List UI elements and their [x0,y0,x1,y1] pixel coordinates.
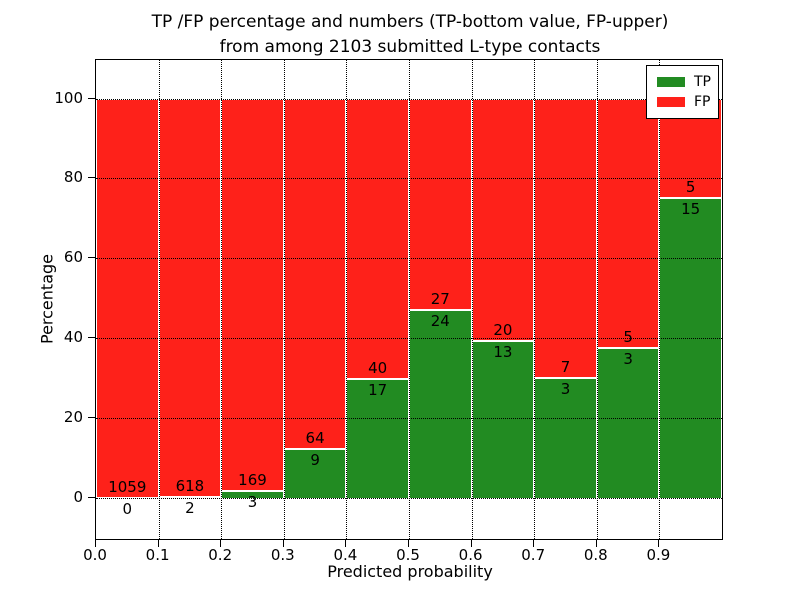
tp-bar [346,378,409,498]
tp-count-label: 15 [681,200,701,219]
x-tick-mark [95,540,96,547]
x-tick-label: 0.2 [208,546,233,564]
fp-count-label: 169 [238,471,267,490]
tp-bar [409,310,472,498]
tp-count-label: 2 [185,498,195,517]
horizontal-gridline [96,498,722,499]
y-tick-label: 100 [54,88,83,107]
horizontal-gridline [96,178,722,180]
fp-count-label: 5 [685,178,696,197]
tp-count-label: 3 [560,380,571,399]
y-tick-label: 40 [63,328,83,347]
vertical-gridline [659,60,661,539]
x-tick-label: 0.3 [270,546,295,564]
y-tick-label: 80 [63,168,83,187]
tp-swatch [657,77,685,87]
fp-bar [596,98,660,349]
fp-count-label: 1059 [108,478,147,496]
fp-count-label: 20 [493,320,513,339]
y-tick-label: 0 [73,488,83,506]
vertical-gridline [534,60,536,539]
x-axis-label: Predicted probability [327,562,493,581]
horizontal-gridline [96,338,722,340]
fp-bar [409,98,472,311]
x-tick-label: 0.5 [396,546,420,564]
horizontal-gridline [96,98,722,100]
vertical-gridline [158,60,160,539]
fp-count-label: 7 [560,358,571,377]
vertical-gridline [283,60,285,539]
horizontal-gridline [96,258,722,260]
tp-bar [283,448,347,498]
fp-swatch [657,97,685,107]
y-tick-mark [88,177,95,179]
fp-bar [471,98,535,341]
x-tick-mark [282,540,284,547]
fp-bar [221,98,284,492]
x-tick-label: 0.4 [333,546,358,564]
fp-bar [158,98,222,497]
fp-count-label: 64 [305,428,325,447]
plot-area: 1059 0 618 2 169 3 64 9 40 17 27 24 20 13 7 3 5 3 5 15 [95,59,723,540]
vertical-gridline [596,60,598,539]
tp-bar [659,198,722,498]
vertical-gridline [346,60,348,539]
legend-label: TP [694,73,711,90]
y-tick-label: 20 [63,408,83,427]
x-tick-label: 0.9 [646,546,671,564]
fp-bar [283,98,347,449]
tp-count-label: 3 [247,493,258,512]
tp-count-label: 3 [623,350,633,369]
tp-bar [596,348,660,498]
legend-item: TP [647,73,718,90]
y-tick-mark [88,497,95,498]
vertical-gridline [221,60,223,539]
x-tick-mark [533,540,535,547]
x-tick-label: 0.8 [583,546,608,564]
tp-count-label: 0 [122,500,133,518]
x-tick-label: 0.0 [83,546,107,564]
tp-bar [471,340,535,498]
y-tick-label: 60 [63,248,83,267]
tp-count-label: 24 [430,312,450,331]
x-tick-label: 0.6 [458,546,483,564]
tp-count-label: 13 [493,342,513,361]
fp-bar [346,98,409,379]
y-tick-mark [88,257,95,259]
fp-count-label: 5 [623,328,633,347]
chart-title-line2: from among 2103 submitted L-type contact… [219,37,601,57]
x-tick-mark [220,540,222,547]
x-tick-mark [157,540,159,547]
fp-count-label: 618 [175,476,205,495]
x-tick-mark [470,540,472,547]
tp-count-label: 9 [310,450,320,469]
x-tick-mark [408,540,409,547]
fp-count-label: 27 [430,290,450,309]
legend: TP FP [646,65,719,119]
chart-title-line1: TP /FP percentage and numbers (TP-bottom… [151,12,669,32]
x-tick-mark [595,540,597,547]
fp-count-label: 40 [368,358,388,377]
vertical-gridline [409,60,410,539]
y-tick-mark [88,337,95,339]
x-tick-mark [658,540,660,547]
fp-bar [96,98,159,498]
tp-count-label: 17 [368,380,388,399]
legend-label: FP [694,93,711,110]
x-tick-label: 0.7 [521,546,546,564]
legend-item: FP [647,93,718,110]
y-tick-mark [88,97,95,99]
chart-title: TP /FP percentage and numbers (TP-bottom… [0,10,800,60]
tp-bar [534,378,597,498]
x-tick-mark [345,540,347,547]
fp-bar [534,98,597,379]
x-tick-label: 0.1 [145,546,170,564]
vertical-gridline [471,60,473,539]
y-tick-mark [88,417,95,419]
horizontal-gridline [96,418,722,420]
